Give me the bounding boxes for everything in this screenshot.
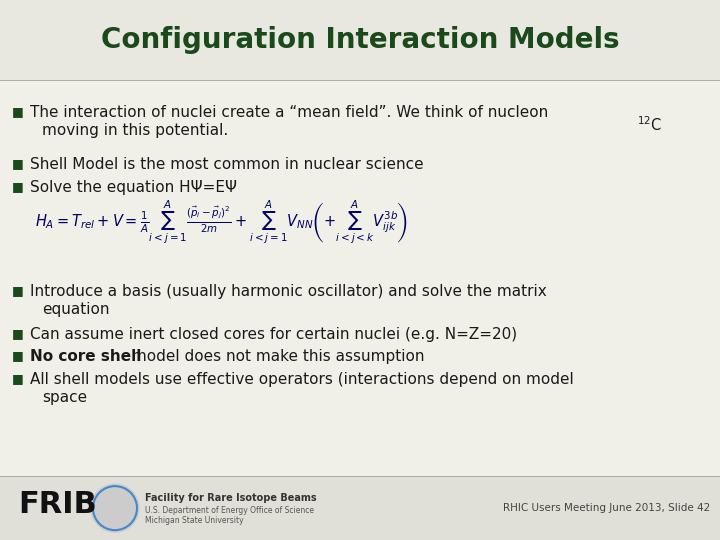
Text: Michigan State University: Michigan State University [145, 516, 243, 525]
Circle shape [91, 484, 139, 532]
Text: ■: ■ [12, 180, 24, 193]
Bar [0, 0, 720, 80]
Text: $H_A = T_{rel} + V = \frac{1}{A} \sum_{i<j=1}^{A} \frac{(\vec{p}_i - \vec{p}_j)^: $H_A = T_{rel} + V = \frac{1}{A} \sum_{i… [35, 198, 408, 246]
Text: model does not make this assumption: model does not make this assumption [127, 349, 425, 364]
Bar [0, 476, 720, 540]
Text: ■: ■ [12, 327, 24, 340]
Text: Solve the equation HΨ=EΨ: Solve the equation HΨ=EΨ [30, 180, 237, 195]
Text: No core shell: No core shell [30, 349, 141, 364]
Text: Can assume inert closed cores for certain nuclei (e.g. N=Z=20): Can assume inert closed cores for certai… [30, 327, 517, 342]
Text: ■: ■ [12, 157, 24, 170]
Text: Introduce a basis (usually harmonic oscillator) and solve the matrix: Introduce a basis (usually harmonic osci… [30, 284, 546, 299]
Text: ■: ■ [12, 372, 24, 385]
Text: ■: ■ [12, 349, 24, 362]
Text: Facility for Rare Isotope Beams: Facility for Rare Isotope Beams [145, 493, 317, 503]
Text: equation: equation [42, 302, 109, 317]
Text: $^{12}$C: $^{12}$C [637, 115, 662, 134]
Text: Configuration Interaction Models: Configuration Interaction Models [101, 26, 619, 54]
Text: space: space [42, 390, 87, 405]
Text: RHIC Users Meeting June 2013, Slide 42: RHIC Users Meeting June 2013, Slide 42 [503, 503, 710, 513]
Text: ■: ■ [12, 105, 24, 118]
Text: Shell Model is the most common in nuclear science: Shell Model is the most common in nuclea… [30, 157, 423, 172]
Text: U.S. Department of Energy Office of Science: U.S. Department of Energy Office of Scie… [145, 505, 314, 515]
Text: All shell models use effective operators (interactions depend on model: All shell models use effective operators… [30, 372, 574, 387]
Text: The interaction of nuclei create a “mean field”. We think of nucleon: The interaction of nuclei create a “mean… [30, 105, 548, 120]
Text: ■: ■ [12, 284, 24, 297]
Text: moving in this potential.: moving in this potential. [42, 123, 228, 138]
Text: FRIB: FRIB [18, 490, 96, 518]
